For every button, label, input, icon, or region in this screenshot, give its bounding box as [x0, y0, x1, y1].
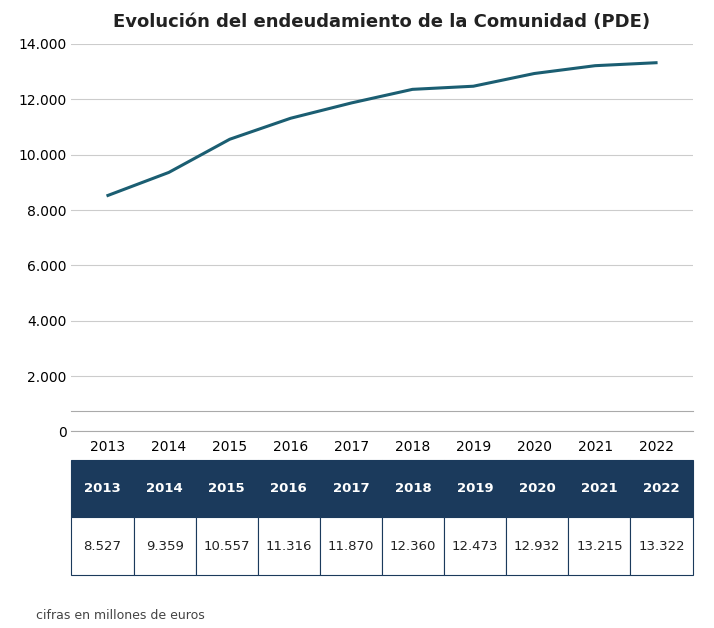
Title: Evolución del endeudamiento de la Comunidad (PDE): Evolución del endeudamiento de la Comuni…	[114, 13, 650, 31]
Text: cifras en millones de euros: cifras en millones de euros	[36, 609, 204, 622]
